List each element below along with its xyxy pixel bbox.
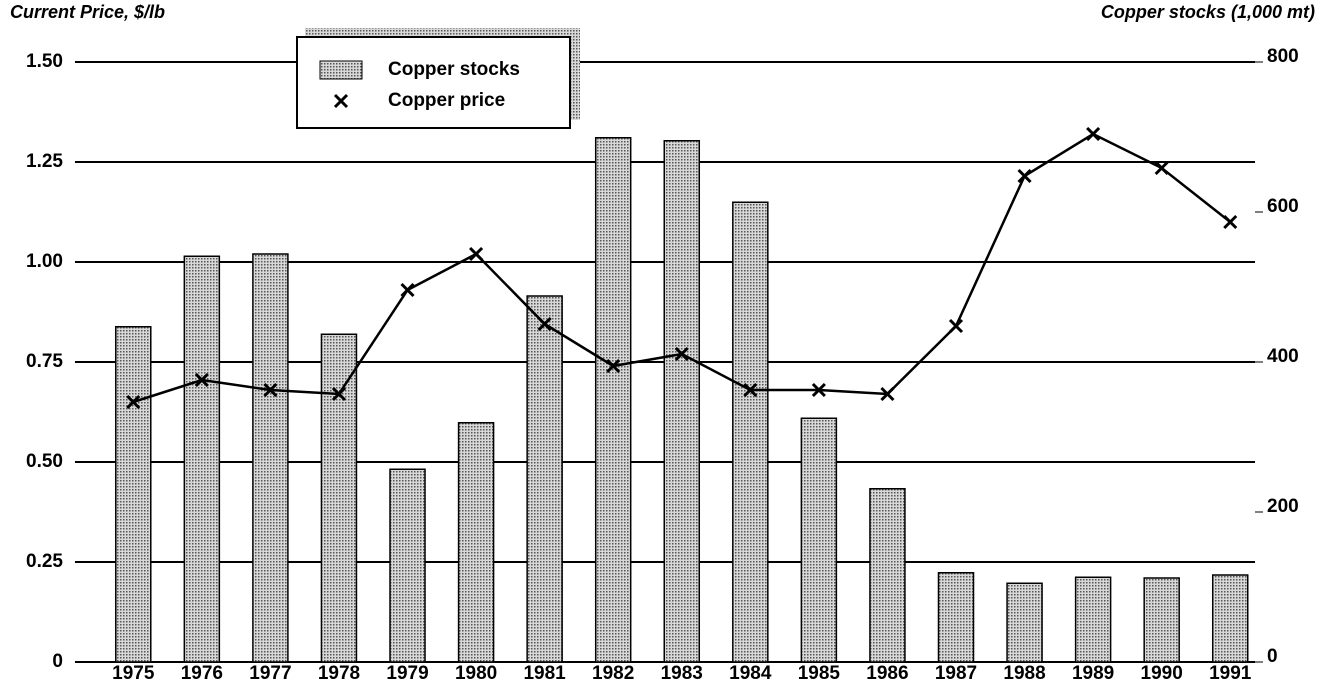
line-marker — [674, 346, 689, 362]
line-marker — [1154, 160, 1169, 176]
x-tick-label: 1989 — [1072, 663, 1114, 684]
legend-swatch — [319, 60, 363, 80]
line-marker — [537, 316, 552, 332]
y-tick-label: 0.50 — [26, 451, 63, 472]
legend-box — [296, 36, 571, 129]
line-marker — [263, 382, 278, 398]
line-marker — [606, 358, 621, 374]
line-marker — [469, 246, 484, 262]
y-tick-label: 1.00 — [26, 251, 63, 272]
x-tick-label: 1983 — [661, 663, 703, 684]
bar — [457, 422, 495, 663]
bar — [800, 417, 838, 663]
legend: Copper stocks Copper price — [296, 28, 580, 129]
line-marker — [811, 382, 826, 398]
y2-axis-label: Copper stocks (1,000 mt) — [1101, 2, 1315, 22]
y2-tick-label: 600 — [1267, 196, 1299, 217]
line-marker — [880, 386, 895, 402]
x-tick-label: 1986 — [866, 663, 908, 684]
bar — [115, 326, 152, 663]
line-marker — [1086, 126, 1101, 142]
x-tick-label: 1991 — [1209, 663, 1252, 684]
bar — [389, 468, 426, 663]
bar — [1074, 576, 1112, 663]
y-tick-label: 0.75 — [26, 351, 63, 372]
x-tick-label: 1987 — [935, 663, 977, 684]
bar — [937, 572, 975, 663]
x-tick-label: 1977 — [249, 663, 291, 684]
bar — [732, 201, 769, 663]
x-tick-label: 1984 — [729, 663, 772, 684]
bar — [1006, 582, 1043, 663]
bar — [183, 255, 221, 663]
x-tick-label: 1976 — [181, 663, 223, 684]
legend-label: Copper price — [388, 90, 505, 111]
line-marker — [331, 386, 347, 402]
y-tick-label: 1.25 — [26, 151, 63, 172]
y-tick-label: 1.50 — [26, 51, 63, 72]
x-tick-label: 1981 — [523, 663, 566, 684]
x-tick-label: 1990 — [1141, 663, 1183, 684]
y-axis-label: Current Price, $/lb — [10, 2, 165, 22]
legend-label: Copper stocks — [388, 59, 520, 80]
x-tick-label: 1980 — [455, 663, 497, 684]
x-tick-label: 1982 — [592, 663, 634, 684]
bar — [1143, 577, 1180, 663]
y2-tick-label: 400 — [1267, 346, 1299, 367]
y2-tick-label: 200 — [1267, 496, 1299, 517]
bar — [663, 140, 701, 663]
y-tick-label: 0.25 — [26, 551, 63, 572]
bar — [252, 253, 289, 663]
y2-tick-label: 0 — [1267, 646, 1278, 667]
plot-area — [75, 61, 1263, 663]
x-tick-label: 1985 — [798, 663, 841, 684]
line-marker — [948, 318, 964, 334]
line-marker — [1017, 168, 1032, 184]
bar — [594, 137, 632, 663]
x-tick-label: 1978 — [318, 663, 360, 684]
line-marker — [743, 382, 758, 398]
line-marker — [400, 282, 415, 298]
line-marker — [1223, 214, 1238, 230]
bar — [869, 488, 906, 663]
bar — [320, 333, 358, 663]
x-tick-label: 1975 — [112, 663, 155, 684]
bar — [1211, 574, 1249, 663]
y2-tick-label: 800 — [1267, 46, 1299, 67]
line-marker — [126, 394, 141, 410]
x-tick-label: 1988 — [1003, 663, 1045, 684]
legend-swatch — [333, 93, 349, 109]
y-tick-label: 0 — [52, 651, 63, 672]
bar — [526, 295, 563, 663]
x-tick-label: 1979 — [386, 663, 428, 684]
line-marker — [194, 372, 209, 388]
